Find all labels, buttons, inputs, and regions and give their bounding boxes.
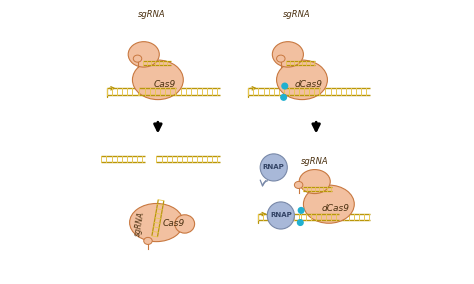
Circle shape: [267, 202, 294, 229]
Circle shape: [298, 220, 303, 225]
Text: dCas9: dCas9: [295, 80, 323, 89]
Ellipse shape: [276, 60, 328, 100]
Ellipse shape: [273, 42, 303, 67]
Circle shape: [282, 83, 288, 89]
Ellipse shape: [303, 185, 354, 223]
Ellipse shape: [132, 60, 183, 100]
Text: RNAP: RNAP: [263, 164, 284, 170]
Ellipse shape: [294, 181, 303, 189]
Text: sgRNA: sgRNA: [133, 211, 146, 237]
Ellipse shape: [175, 215, 195, 233]
Ellipse shape: [299, 170, 330, 194]
Ellipse shape: [129, 203, 183, 242]
Text: RNAP: RNAP: [270, 212, 292, 218]
Ellipse shape: [133, 55, 142, 62]
Text: dCas9: dCas9: [322, 204, 350, 213]
Text: Cas9: Cas9: [154, 80, 176, 89]
Ellipse shape: [144, 237, 152, 245]
Circle shape: [260, 154, 287, 181]
Text: sgRNA: sgRNA: [301, 157, 328, 166]
Circle shape: [281, 95, 286, 100]
Text: Cas9: Cas9: [162, 220, 184, 228]
Text: sgRNA: sgRNA: [138, 10, 166, 19]
Ellipse shape: [128, 42, 159, 67]
Circle shape: [298, 208, 304, 213]
Text: sgRNA: sgRNA: [283, 10, 310, 19]
Ellipse shape: [276, 55, 285, 62]
